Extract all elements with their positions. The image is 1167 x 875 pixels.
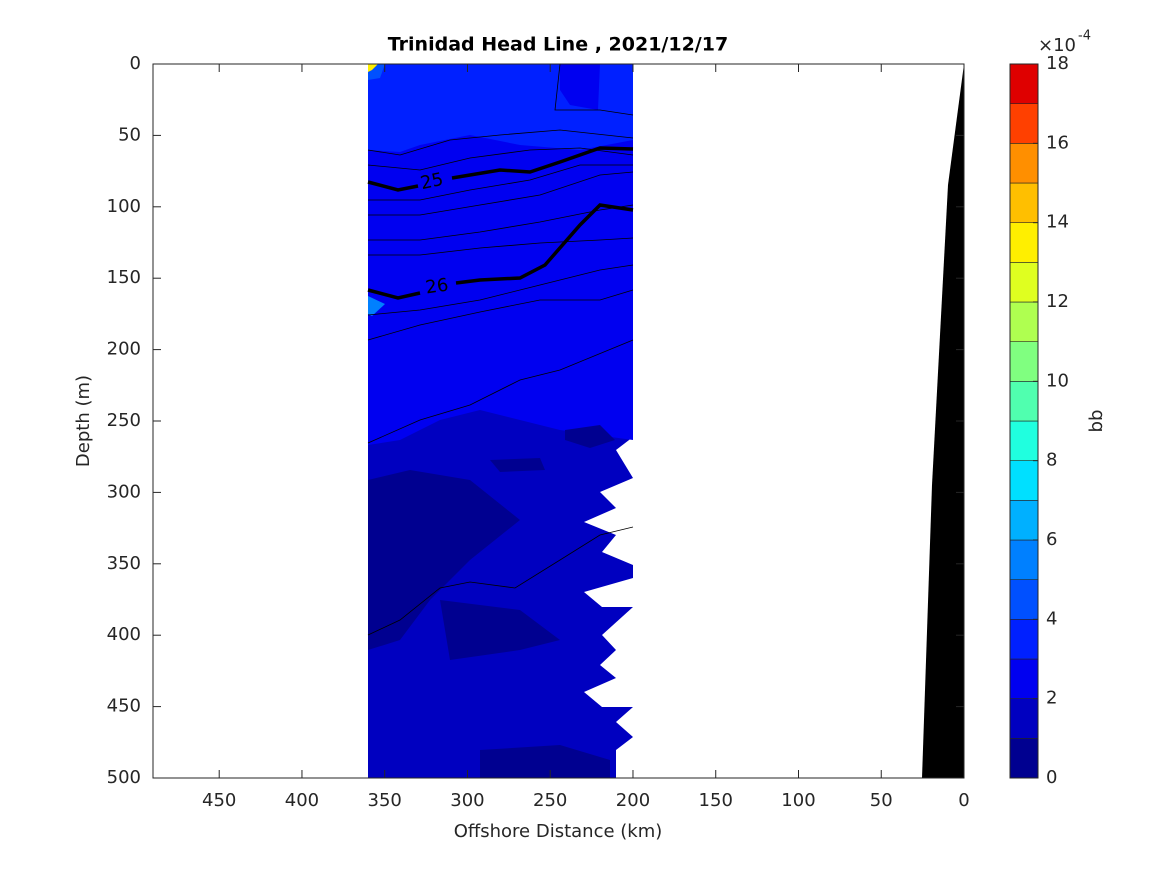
- colorbar-band: [1009, 738, 1039, 779]
- colorbar-tick-label: 6: [1046, 529, 1057, 550]
- plot-area: 25 26: [367, 63, 964, 778]
- x-tick-label: 450: [202, 790, 236, 811]
- contour-line: [368, 237, 634, 256]
- x-tick-label: 350: [368, 790, 402, 811]
- contour-line: [368, 171, 634, 216]
- colorbar-tick-label: 8: [1046, 450, 1057, 471]
- contour-line: [367, 339, 634, 444]
- section-fill: [560, 64, 600, 110]
- x-axis-label: Offshore Distance (km): [454, 821, 663, 842]
- colorbar-band: [1009, 222, 1039, 263]
- y-tick-label: 400: [107, 624, 141, 645]
- colorbar-tick-label: 4: [1046, 608, 1057, 629]
- colorbar-band: [1009, 381, 1039, 422]
- colorbar-band: [1009, 500, 1039, 541]
- contour-line: [368, 204, 634, 241]
- y-tick-label: 350: [107, 553, 141, 574]
- contour-line: [367, 146, 634, 192]
- colorbar-tick-label: 10: [1046, 370, 1069, 391]
- colorbar-band: [1009, 658, 1039, 699]
- colorbar-box: [1009, 63, 1039, 779]
- section-fill: [440, 600, 560, 660]
- colorbar-band: [1009, 460, 1039, 501]
- colorbar-band: [1009, 63, 1039, 104]
- section-fill: [490, 458, 545, 472]
- colorbar-exponent: -4: [1078, 29, 1091, 44]
- colorbar-multiplier: ×10: [1038, 35, 1076, 56]
- y-axis-label: Depth (m): [73, 375, 94, 467]
- x-tick-label: 400: [285, 790, 319, 811]
- colorbar-tick-label: 14: [1046, 212, 1069, 233]
- x-tick-label: 200: [616, 790, 650, 811]
- x-tick-label: 100: [781, 790, 815, 811]
- colorbar-band: [1009, 182, 1039, 223]
- section-fill: [368, 296, 385, 316]
- contour-label: 25: [419, 169, 446, 194]
- colorbar-tick-label: 0: [1046, 767, 1057, 788]
- x-tick-label: 300: [450, 790, 484, 811]
- bathymetry: [922, 64, 964, 778]
- x-tick-label: 250: [533, 790, 567, 811]
- contour-line: [367, 289, 634, 341]
- x-tick-label: 50: [870, 790, 893, 811]
- y-tick-label: 150: [107, 267, 141, 288]
- colorbar-tick-label: 16: [1046, 132, 1069, 153]
- y-tick-label: 250: [107, 410, 141, 431]
- chart-title: Trinidad Head Line , 2021/12/17: [388, 34, 728, 56]
- y-tick-label: 450: [107, 696, 141, 717]
- contour-line: [367, 264, 634, 316]
- colorbar-tick-label: 12: [1046, 291, 1069, 312]
- colorbar-band: [1009, 420, 1039, 461]
- y-tick-label: 300: [107, 481, 141, 502]
- colorbar-band: [1009, 619, 1039, 660]
- section-fill: [565, 425, 615, 448]
- colorbar-band: [1009, 698, 1039, 739]
- colorbar-tick-label: 2: [1046, 688, 1057, 709]
- y-tick-label: 200: [107, 339, 141, 360]
- contour-label: 26: [424, 275, 450, 299]
- x-tick-label: 150: [699, 790, 733, 811]
- colorbar-band: [1009, 539, 1039, 580]
- section-fill: [368, 470, 520, 650]
- colorbar-band: [1009, 143, 1039, 184]
- colorbar-band: [1009, 579, 1039, 620]
- colorbar-band: [1009, 341, 1039, 382]
- contour-line: [367, 526, 634, 636]
- section-fill: [368, 64, 378, 72]
- colorbar-label: bb: [1086, 410, 1107, 433]
- y-tick-label: 0: [130, 53, 141, 74]
- y-tick-label: 100: [107, 196, 141, 217]
- y-tick-label: 50: [118, 124, 141, 145]
- colorbar-band: [1009, 103, 1039, 144]
- contour-line: [554, 63, 634, 116]
- contour-line: [367, 129, 634, 156]
- colorbar-band: [1009, 262, 1039, 303]
- contour-line: [367, 147, 634, 171]
- contour-line: [368, 164, 633, 201]
- colorbar-band: [1009, 301, 1039, 342]
- y-tick-label: 500: [107, 767, 141, 788]
- contour-line: [367, 203, 634, 300]
- section-fill: [480, 745, 610, 778]
- x-tick-label: 0: [958, 790, 969, 811]
- colorbar-tick-label: 18: [1046, 53, 1069, 74]
